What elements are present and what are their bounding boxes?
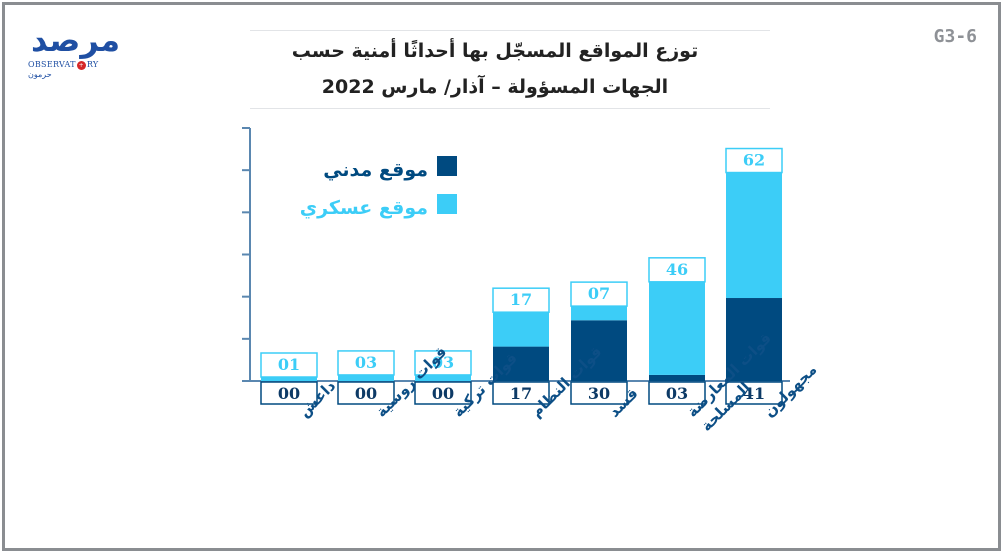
military-value-box xyxy=(337,350,395,376)
civilian-value-box xyxy=(260,381,318,405)
title-rule-top xyxy=(250,30,770,31)
bar-civilian xyxy=(649,374,705,381)
title-rule-bottom xyxy=(250,108,770,109)
logo-sub-right: RY xyxy=(86,60,99,69)
civilian-value-label: 41 xyxy=(743,384,765,403)
military-value-box xyxy=(492,287,550,313)
civilian-value-label: 30 xyxy=(588,384,610,403)
figure-code: G3-6 xyxy=(933,26,977,47)
bar-military xyxy=(415,374,471,381)
civilian-value-box xyxy=(414,381,472,405)
value-labels: 01 00 03 00 03 00 17 17 07 30 46 03 62 41 xyxy=(260,147,783,405)
legend-military-swatch xyxy=(437,194,457,214)
civilian-value-label: 17 xyxy=(510,384,532,403)
military-value-label: 07 xyxy=(588,284,610,303)
legend: موقع مدني موقع عسكري xyxy=(300,156,457,220)
military-value-label: 62 xyxy=(743,151,765,170)
military-value-label: 17 xyxy=(510,290,532,309)
bar-military xyxy=(571,306,627,321)
bar-military xyxy=(726,172,782,299)
bar-military xyxy=(338,374,394,381)
logo: مرصد OBSERVAT + RY حرمون xyxy=(28,21,123,79)
military-value-label: 03 xyxy=(355,353,377,372)
military-value-box xyxy=(260,352,318,378)
chart-title: توزع المواقع المسجّل بها أحداثًا أمنية ح… xyxy=(291,40,699,62)
civilian-value-label: 03 xyxy=(666,384,688,403)
civilian-value-box xyxy=(492,381,550,405)
civilian-value-label: 00 xyxy=(432,384,454,403)
civilian-value-box xyxy=(648,381,706,405)
legend-military-label: موقع عسكري xyxy=(300,197,428,220)
civilian-value-label: 00 xyxy=(355,384,377,403)
military-value-label: 03 xyxy=(432,353,454,372)
military-value-box xyxy=(725,147,783,174)
bar-military xyxy=(649,281,705,375)
logo-sub-text: OBSERVAT + RY حرمون xyxy=(28,60,123,79)
bar-military xyxy=(493,312,549,347)
military-value-box xyxy=(570,281,628,307)
bar-civilian xyxy=(726,298,782,381)
logo-sub-left: OBSERVAT xyxy=(28,60,76,69)
logo-main-text: مرصد xyxy=(30,21,121,59)
legend-civilian-swatch xyxy=(437,156,457,176)
legend-civilian-label: موقع مدني xyxy=(323,159,428,181)
military-value-box xyxy=(648,257,706,283)
civilian-value-box xyxy=(725,381,783,405)
bar-military xyxy=(261,377,317,381)
bar-civilian xyxy=(571,320,627,381)
chart-subtitle: الجهات المسؤولة – آذار/ مارس 2022 xyxy=(321,76,669,98)
military-value-label: 46 xyxy=(666,260,688,279)
civilian-value-box xyxy=(570,381,628,405)
civilian-value-label: 00 xyxy=(278,384,300,403)
bar-civilian xyxy=(493,346,549,381)
military-value-label: 01 xyxy=(278,355,300,374)
logo-badge-icon: + xyxy=(76,60,86,70)
logo-sub-arabic: حرمون xyxy=(28,69,52,79)
bars xyxy=(261,172,782,381)
civilian-value-box xyxy=(337,381,395,405)
military-value-box xyxy=(414,350,472,376)
